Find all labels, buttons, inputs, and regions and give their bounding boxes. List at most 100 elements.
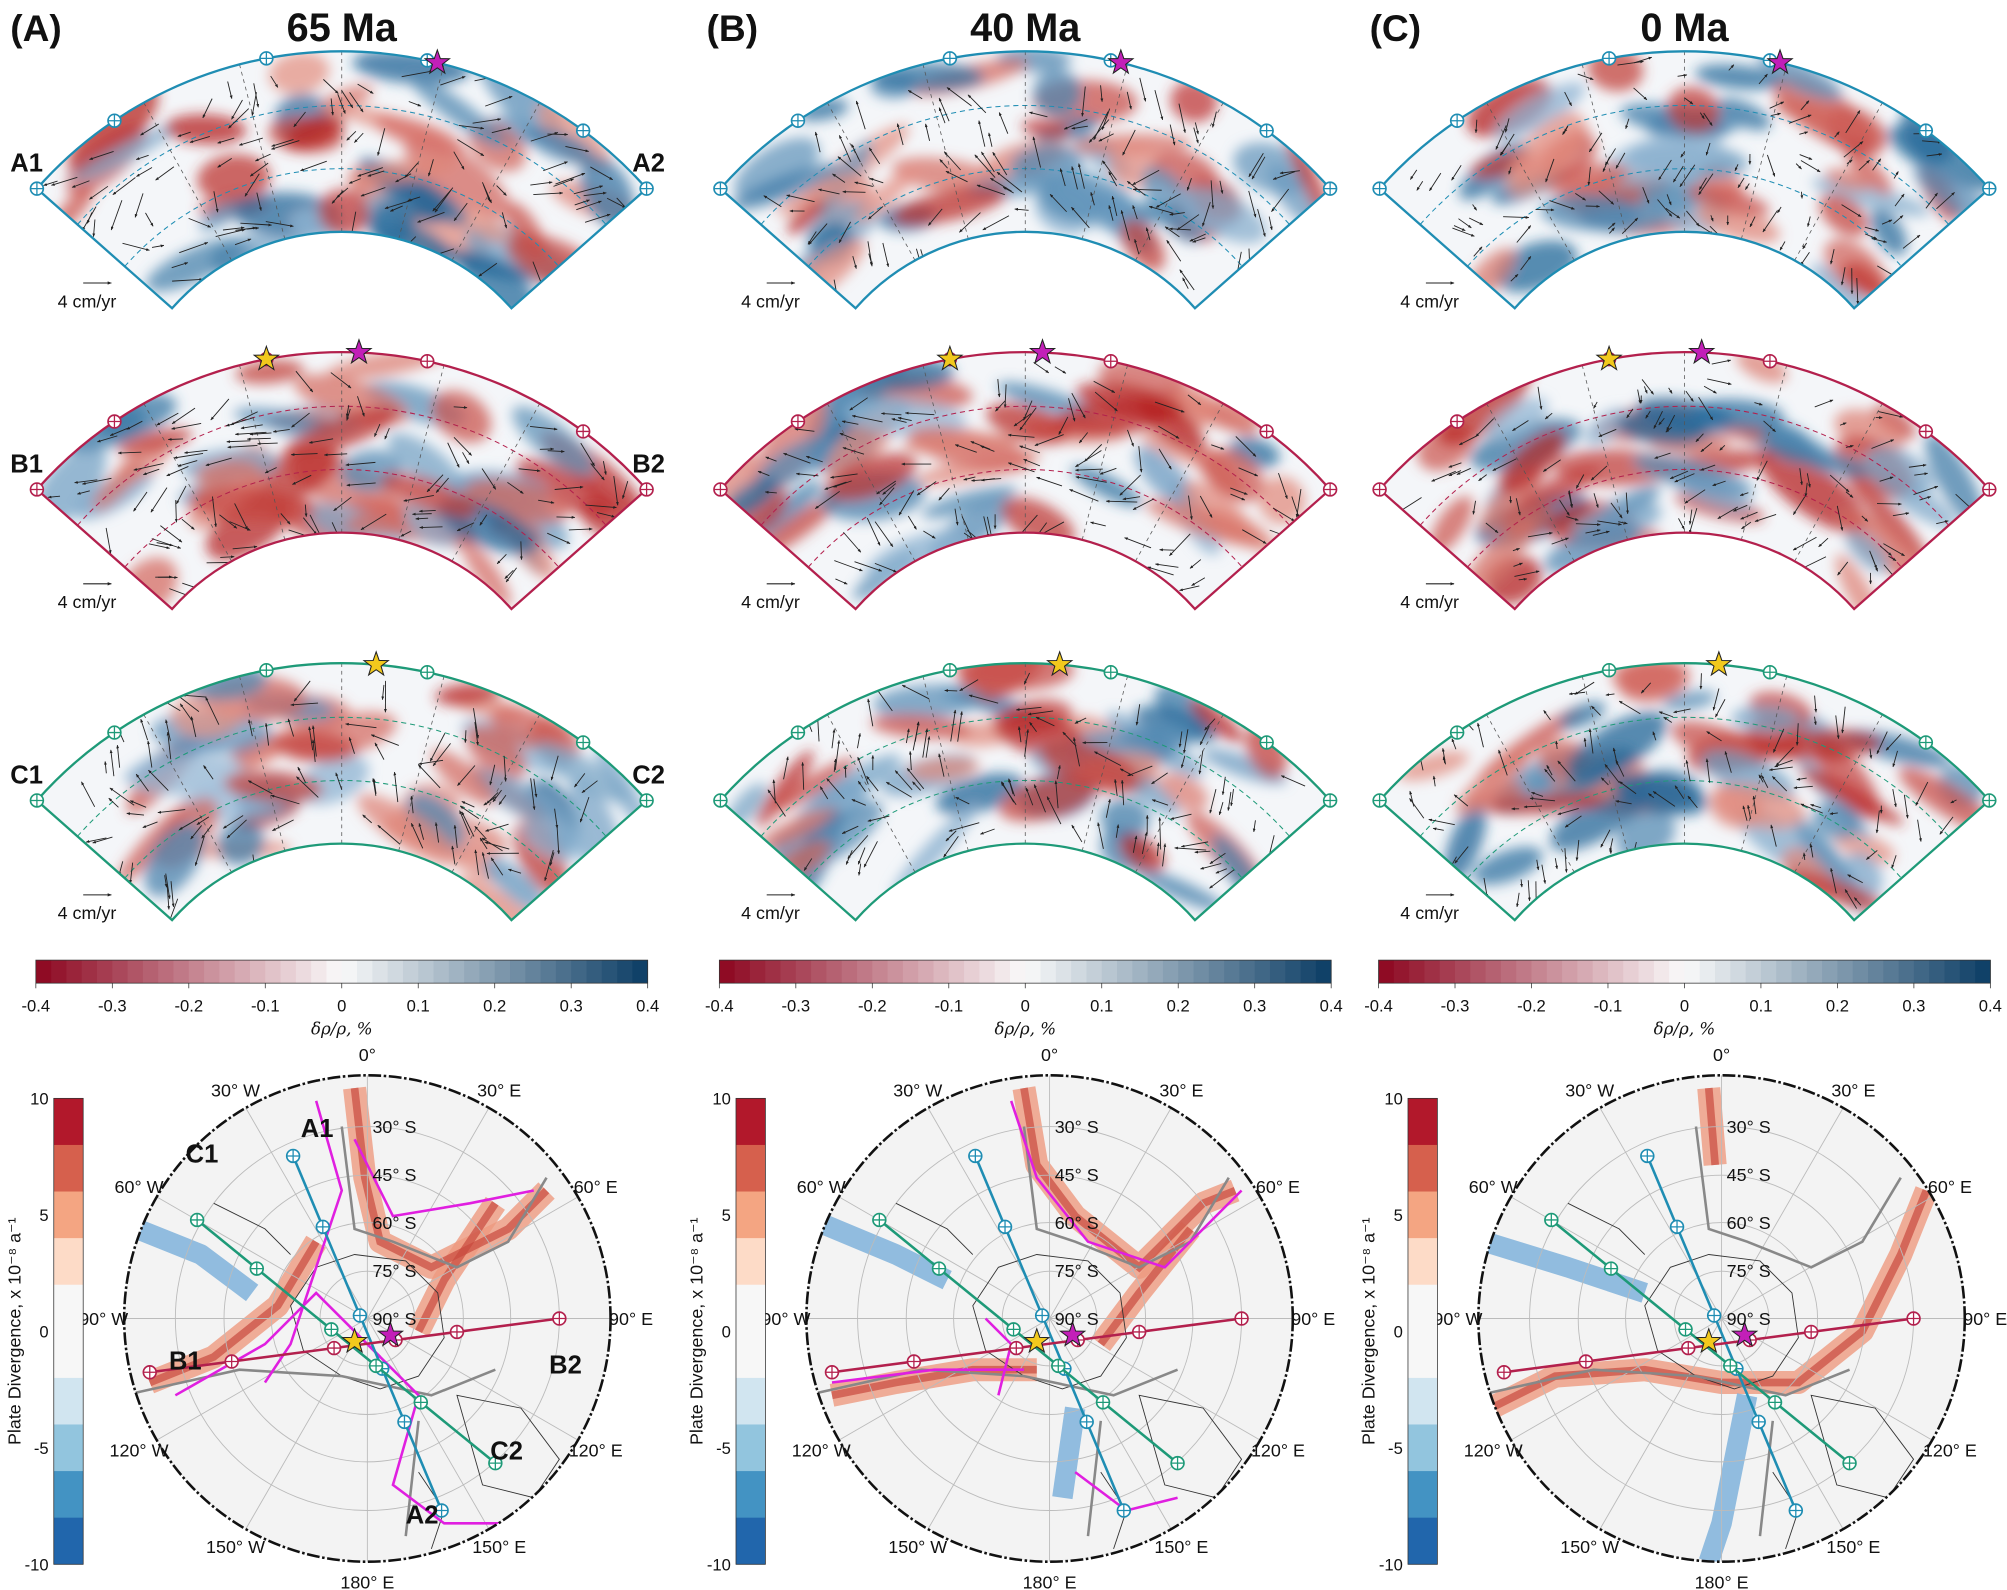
- anomaly: [116, 803, 190, 885]
- velocity-arrow: [1132, 498, 1155, 511]
- velocity-arrow: [1187, 394, 1202, 406]
- profile-marker-cross: [420, 665, 434, 679]
- colorbar-tick-label: 0.2: [1167, 996, 1190, 1015]
- velocity-arrow: [226, 819, 247, 839]
- velocity-arrow: [272, 428, 290, 433]
- colorbar-cell: [53, 1098, 84, 1146]
- velocity-arrow: [1151, 799, 1169, 806]
- velocity-arrow: [1219, 180, 1224, 194]
- colorbar-cell: [735, 1238, 766, 1286]
- velocity-arrow: [1551, 537, 1569, 545]
- colorbar-cell: [1285, 960, 1301, 984]
- colorbar-cell: [735, 1191, 766, 1239]
- anomaly: [1925, 433, 1985, 529]
- velocity-arrow: [533, 778, 538, 798]
- velocity-arrow: [189, 135, 210, 143]
- velocity-arrow: [1179, 585, 1200, 592]
- velocity-arrow: [287, 718, 295, 737]
- anomaly: [756, 435, 835, 489]
- longitude-label: 150° W: [888, 1537, 947, 1557]
- section-outline: [718, 662, 1332, 922]
- velocity-arrow: [330, 98, 334, 116]
- velocity-arrow: [868, 206, 884, 220]
- velocity-arrow: [1062, 731, 1077, 747]
- velocity-arrow: [1665, 208, 1681, 219]
- profile-marker-cross: [30, 483, 44, 496]
- colorbar-tick-label: 0.1: [1090, 996, 1113, 1015]
- anomaly: [1913, 166, 1990, 239]
- velocity-arrow: [912, 721, 920, 751]
- anomaly: [197, 154, 271, 203]
- velocity-arrow: [924, 123, 931, 141]
- velocity-arrow: [210, 398, 230, 421]
- velocity-arrow: [1132, 169, 1160, 186]
- anomaly: [1845, 470, 1928, 562]
- velocity-arrow: [819, 786, 829, 800]
- velocity-arrow: [1864, 226, 1880, 232]
- colorbar-cell: [1117, 960, 1133, 984]
- anomaly: [404, 135, 511, 219]
- velocity-arrow: [231, 99, 243, 120]
- velocity-arrow: [156, 412, 179, 426]
- velocity-arrow: [857, 847, 866, 865]
- velocity-arrow: [1158, 425, 1180, 439]
- velocity-arrow: [1841, 204, 1862, 218]
- anomaly: [1540, 193, 1641, 231]
- profile-marker-cross: [1323, 182, 1337, 196]
- velocity-scale: 4 cm/yr: [58, 592, 117, 612]
- anomaly: [1793, 815, 1855, 889]
- anomaly: [1686, 185, 1770, 217]
- velocity-arrow: [348, 178, 361, 184]
- velocity-arrow: [1535, 208, 1555, 212]
- velocity-arrow: [1058, 416, 1069, 435]
- velocity-arrow: [129, 800, 147, 808]
- velocity-arrow: [308, 726, 314, 751]
- longitude-label: 150° E: [1826, 1537, 1880, 1557]
- colorbar-cell: [1269, 960, 1286, 984]
- velocity-arrow: [1893, 215, 1904, 225]
- velocity-arrow: [1132, 835, 1138, 853]
- anomaly: [1758, 729, 1881, 761]
- velocity-arrow: [1154, 90, 1164, 121]
- velocity-arrow: [451, 845, 456, 865]
- velocity-arrow: [1512, 420, 1529, 432]
- longitude-label: 0°: [1041, 1045, 1058, 1065]
- colorbar-cell: [734, 960, 751, 984]
- colorbar-cell: [1485, 960, 1502, 984]
- velocity-arrow: [171, 262, 189, 269]
- velocity-arrow: [219, 514, 238, 529]
- longitude-label: 30° E: [477, 1081, 521, 1101]
- velocity-arrow: [1166, 239, 1182, 262]
- velocity-arrow: [1902, 234, 1921, 249]
- anomaly: [1873, 404, 1916, 440]
- velocity-arrow: [905, 728, 910, 744]
- colorbar-cell: [53, 1284, 84, 1332]
- colorbar-tick-label: 10: [1384, 1090, 1403, 1109]
- velocity-arrow: [1633, 87, 1648, 101]
- star-marker: [1595, 344, 1623, 371]
- velocity-arrow: [217, 158, 232, 168]
- velocity-arrow: [1008, 778, 1014, 795]
- section-outline: [1377, 50, 1991, 310]
- latitude-label: 90° S: [1055, 1309, 1099, 1329]
- velocity-arrow: [976, 184, 1006, 196]
- velocity-arrow: [1202, 201, 1211, 227]
- velocity-arrow: [1503, 215, 1530, 219]
- anomaly: [380, 472, 478, 518]
- velocity-arrow: [240, 222, 272, 227]
- velocity-arrow: [1710, 215, 1714, 222]
- velocity-arrow: [1075, 450, 1102, 468]
- velocity-arrow: [842, 190, 866, 194]
- velocity-arrow: [1036, 476, 1063, 487]
- velocity-arrow: [1169, 212, 1185, 216]
- velocity-arrow: [1740, 511, 1758, 520]
- velocity-arrow: [196, 816, 210, 825]
- colorbar-cell: [1837, 960, 1854, 984]
- colorbar-tick-label: -0.2: [1517, 996, 1546, 1015]
- velocity-arrow: [1856, 277, 1860, 305]
- colorbar-label: δρ/ρ, %: [311, 1019, 373, 1038]
- velocity-arrow: [1188, 495, 1193, 520]
- velocity-arrow: [1568, 491, 1573, 508]
- velocity-arrow: [1870, 554, 1878, 572]
